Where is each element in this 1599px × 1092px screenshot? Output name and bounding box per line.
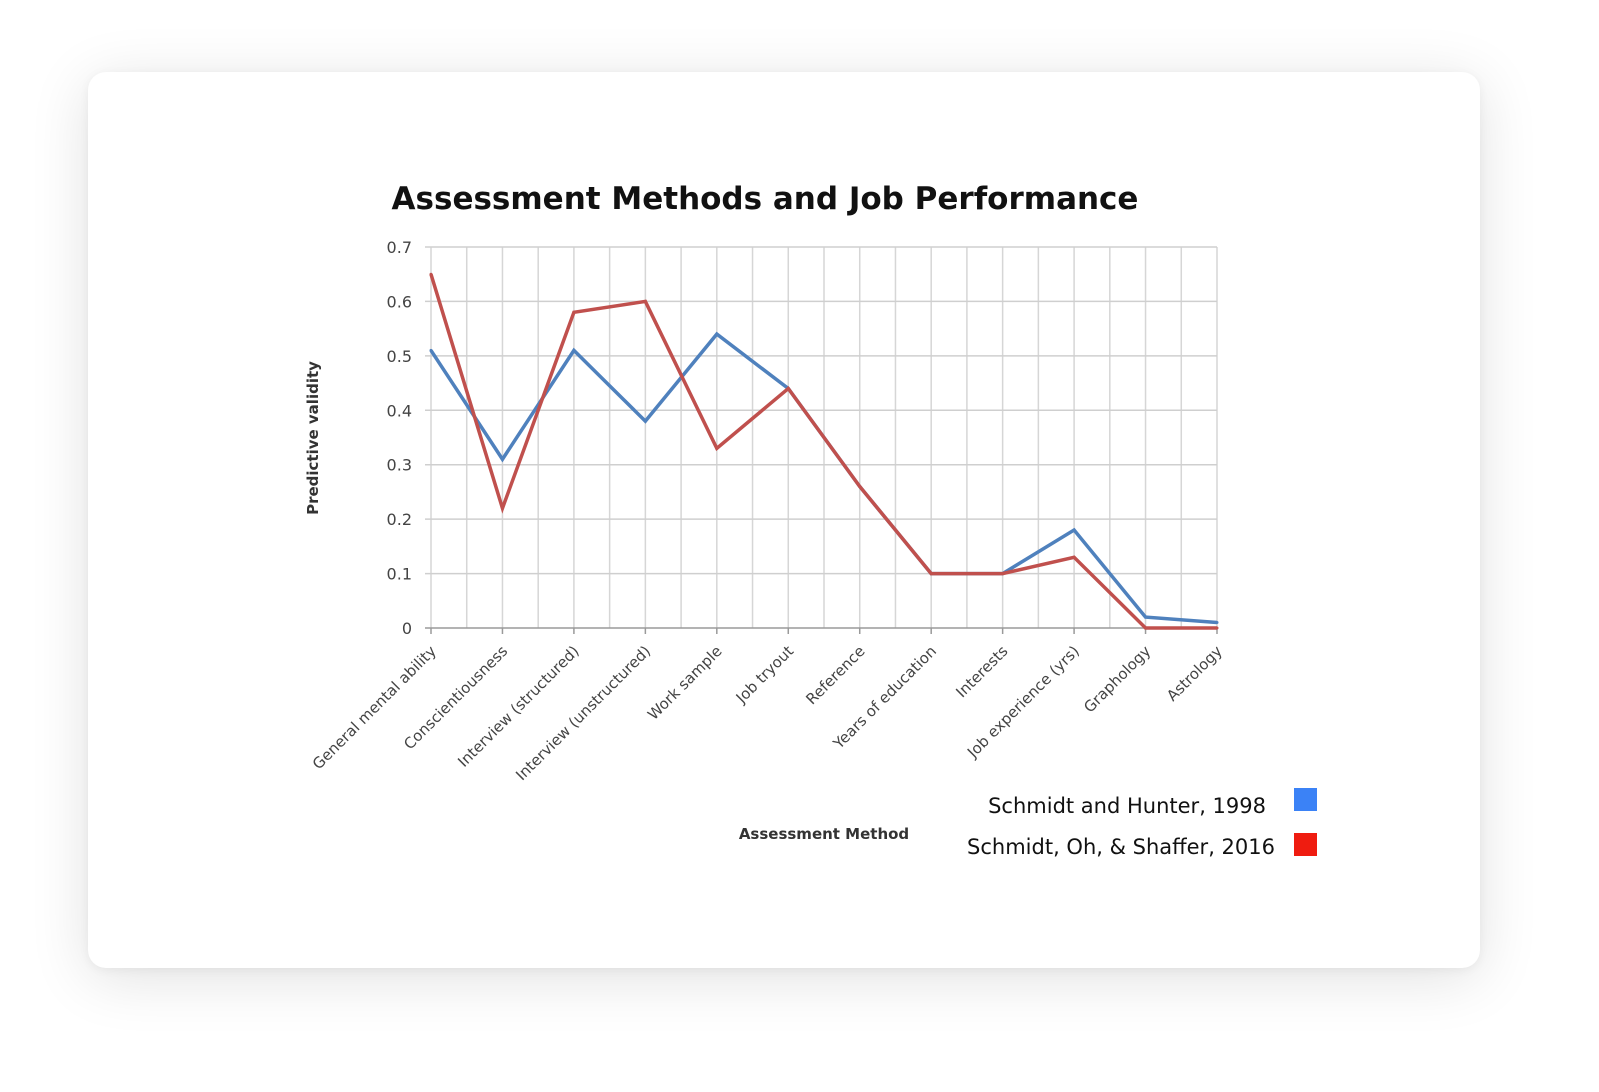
- x-tick-label: Graphology: [1080, 642, 1154, 716]
- data-point: [1072, 555, 1076, 559]
- data-point: [572, 310, 576, 314]
- data-point: [929, 572, 933, 576]
- y-tick-label: 0.7: [387, 238, 412, 257]
- chart-title: Assessment Methods and Job Performance: [392, 181, 1139, 217]
- grid: [425, 246, 1218, 634]
- x-tick-label: Job tryout: [732, 642, 797, 707]
- x-tick-label: Interview (structured): [454, 642, 583, 771]
- y-tick-label: 0: [402, 619, 412, 638]
- data-point: [1144, 626, 1148, 630]
- y-tick-label: 0.6: [387, 292, 412, 311]
- chart-card: [88, 72, 1480, 968]
- y-tick-label: 0.2: [387, 510, 412, 529]
- legend-swatch-2016: [1294, 833, 1317, 856]
- y-tick-label: 0.5: [387, 347, 412, 366]
- data-point: [1001, 572, 1005, 576]
- y-tick-label: 0.4: [387, 401, 412, 420]
- y-tick-label: 0.1: [387, 565, 412, 584]
- x-tick-label: General mental ability: [309, 642, 440, 773]
- series-line-1: [429, 273, 1217, 630]
- x-tick-label: Interests: [952, 642, 1011, 701]
- data-point: [500, 506, 504, 510]
- data-point: [715, 332, 719, 336]
- x-axis-label: Assessment Method: [739, 825, 909, 843]
- x-axis-ticks: General mental abilityConscientiousnessI…: [309, 642, 1226, 784]
- data-point: [715, 446, 719, 450]
- data-point: [500, 457, 504, 461]
- legend-swatch-1998: [1294, 788, 1317, 811]
- data-point: [429, 348, 433, 352]
- data-point: [429, 272, 433, 276]
- y-axis-ticks: 0 0.1 0.2 0.3 0.4 0.5 0.6 0.7: [387, 238, 412, 638]
- series-lines: [429, 272, 1219, 630]
- data-point: [786, 387, 790, 391]
- data-point: [1215, 621, 1219, 625]
- y-tick-label: 0.3: [387, 456, 412, 475]
- x-tick-label: Work sample: [644, 642, 726, 724]
- x-tick-label: Interview (unstructured): [512, 642, 654, 784]
- y-axis-label: Predictive validity: [304, 361, 322, 515]
- data-point: [858, 484, 862, 488]
- x-tick-label: Astrology: [1163, 642, 1226, 705]
- data-point: [1215, 626, 1219, 630]
- legend-label-1998: Schmidt and Hunter, 1998: [988, 794, 1266, 818]
- data-point: [572, 348, 576, 352]
- data-point: [643, 419, 647, 423]
- data-point: [1144, 615, 1148, 619]
- data-point: [1072, 528, 1076, 532]
- legend: Schmidt and Hunter, 1998 Schmidt, Oh, & …: [967, 788, 1317, 859]
- data-point: [643, 299, 647, 303]
- legend-label-2016: Schmidt, Oh, & Shaffer, 2016: [967, 835, 1275, 859]
- x-tick-label: Reference: [802, 642, 868, 708]
